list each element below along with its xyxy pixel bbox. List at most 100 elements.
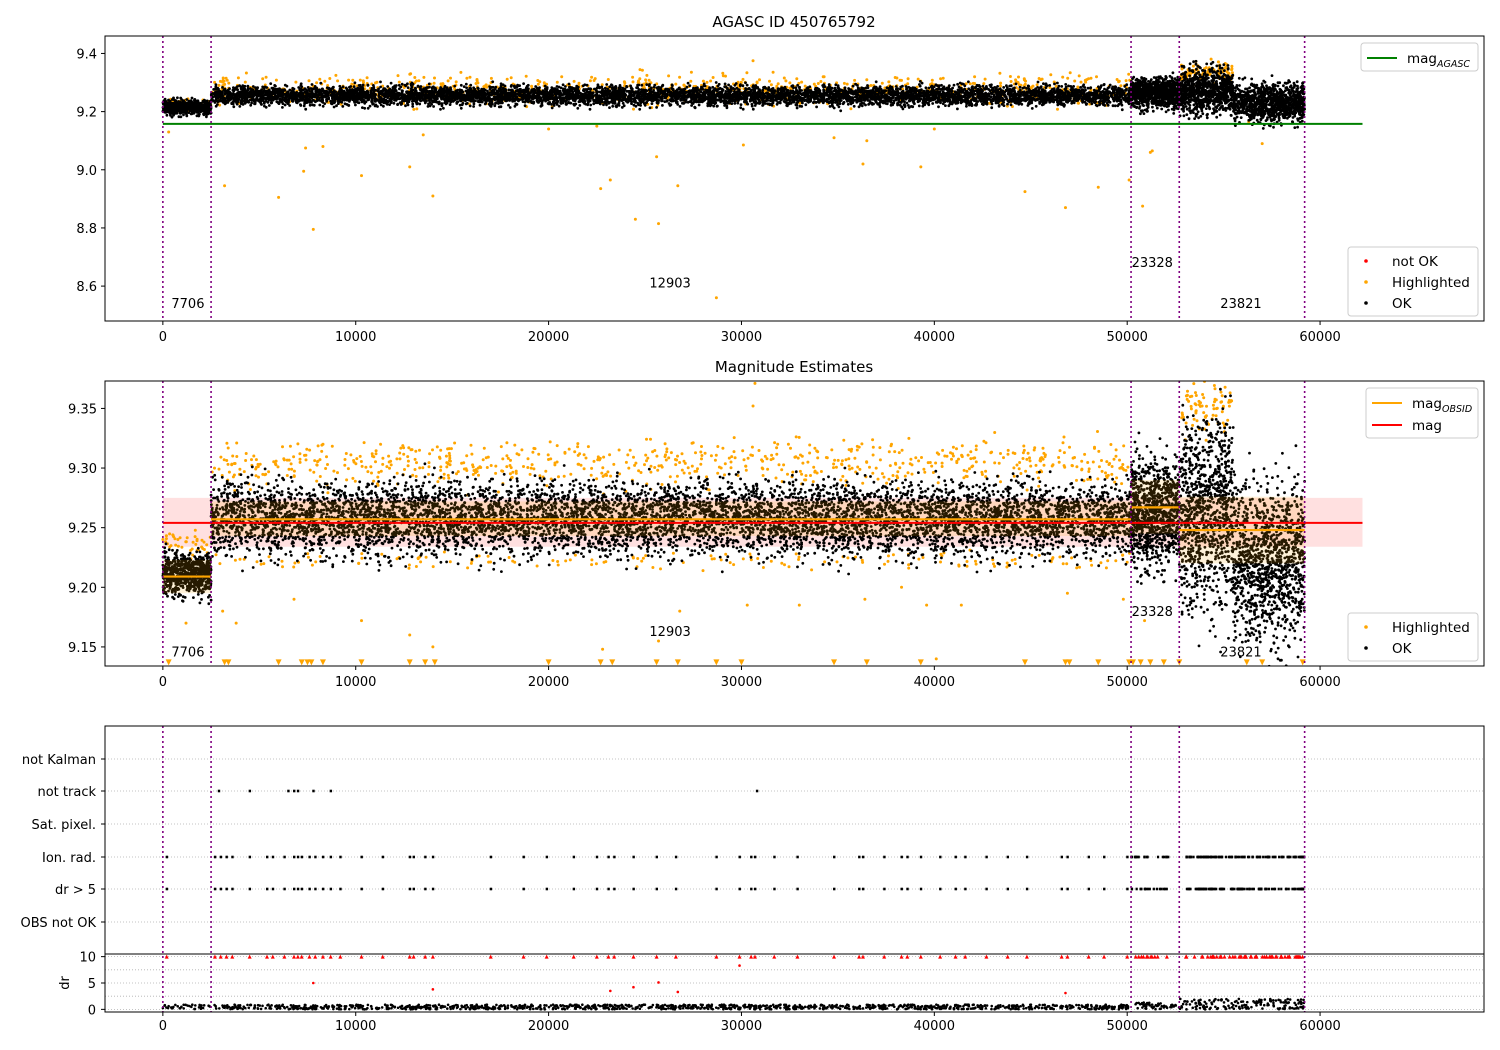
ok-point [688,84,692,87]
highlighted-point [365,76,369,80]
highlighted-point [906,77,910,81]
ok-point [195,102,199,106]
ok-point [400,82,404,86]
highlighted-point [1088,102,1092,106]
highlighted-point [849,107,853,111]
highlighted-point [244,71,248,75]
highlighted-point [973,82,977,85]
highlighted-point [999,81,1003,85]
ok-point [956,82,959,86]
ok-point [686,81,690,85]
ok-point [464,82,468,86]
ok-point [459,106,463,110]
highlighted-point [1017,75,1020,79]
highlighted-point [509,76,513,80]
highlighted-point [572,79,576,83]
ok-point [448,103,452,106]
ok-point [201,103,205,107]
ok-point [299,82,303,86]
ok-point [168,111,172,114]
highlighted-point [433,76,436,80]
highlighted-point [769,83,773,87]
ok-point [638,107,642,111]
highlighted-point [983,77,987,81]
ok-point [181,100,185,104]
highlighted-point [227,81,231,85]
ok-point [205,115,208,119]
highlighted-point [709,79,713,83]
highlighted-point [644,78,648,82]
highlighted-point [360,174,364,178]
ok-point [182,113,185,117]
highlighted-point [1127,72,1131,76]
highlighted-point [223,184,227,188]
highlighted-point [676,184,680,188]
ok-point [978,85,982,89]
highlighted-point [417,79,421,83]
highlighted-point [560,75,564,79]
highlighted-point [887,80,891,84]
highlighted-point [682,83,686,87]
highlighted-point [775,84,779,88]
highlighted-point [396,74,400,78]
highlighted-point [449,76,452,80]
ok-point [990,106,994,110]
ok-point [605,83,609,86]
highlighted-point [358,78,362,82]
highlighted-point [930,78,934,82]
ok-point [366,106,370,110]
ok-point [681,101,684,105]
ok-point [411,82,415,86]
highlighted-point [932,127,936,131]
ok-point [232,105,236,109]
ok-point [874,80,878,84]
highlighted-point [302,169,306,173]
ok-point [202,98,206,102]
highlighted-point [1023,190,1027,194]
highlighted-point [919,165,923,169]
highlighted-point [334,73,338,77]
ok-point [392,101,396,105]
ok-point [1009,103,1013,107]
ok-point [625,89,629,93]
ok-point [833,86,837,90]
ok-point [179,115,183,119]
ok-point [170,115,174,119]
ok-point [550,106,554,110]
ok-point [352,85,356,88]
ok-point [1056,81,1059,85]
highlighted-point [350,82,354,86]
highlighted-point [315,81,319,85]
highlighted-point [689,70,693,74]
highlighted-point [1115,78,1119,81]
highlighted-point [776,82,780,86]
ok-point [185,106,189,110]
highlighted-point [412,107,416,111]
highlighted-point [788,86,792,90]
highlighted-point [768,79,771,83]
ok-point [1057,84,1061,88]
highlighted-point [1117,79,1121,83]
highlighted-point [1031,84,1035,88]
highlighted-point [223,82,227,86]
ok-point [927,86,931,90]
ok-point [795,106,799,110]
highlighted-point [1048,86,1052,89]
ok-point [736,101,740,105]
highlighted-point [304,146,308,150]
ok-point [1060,85,1064,88]
highlighted-point [832,136,836,140]
ok-point [348,85,351,89]
highlighted-point [869,84,873,87]
ok-point [174,99,178,103]
highlighted-point [800,80,804,84]
ok-point [585,83,589,87]
highlighted-point [347,78,351,82]
highlighted-point [657,222,661,226]
highlighted-point [336,79,340,83]
ok-point [744,81,747,85]
highlighted-point [432,81,436,85]
highlighted-point [721,71,725,75]
